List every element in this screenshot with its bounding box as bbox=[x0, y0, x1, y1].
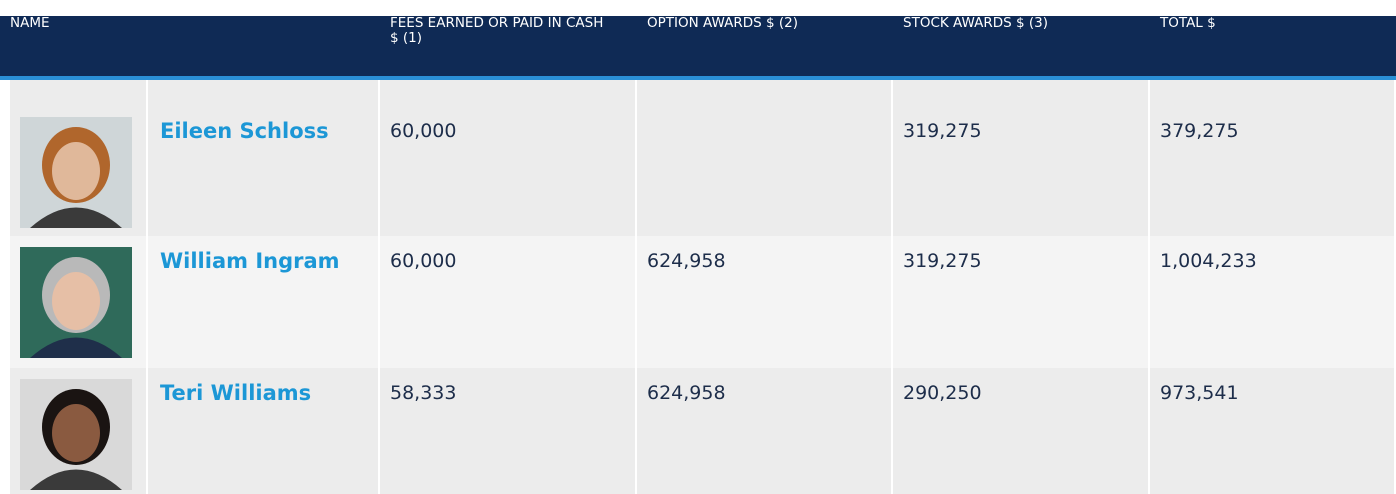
row-cell bbox=[637, 368, 893, 494]
spacer-cell bbox=[1150, 80, 1396, 106]
photo bbox=[20, 247, 132, 358]
spacer-cell bbox=[10, 80, 148, 106]
header-cell: STOCK AWARDS $ (3) bbox=[903, 15, 1048, 31]
row-cell bbox=[893, 368, 1150, 494]
spacer-cell bbox=[893, 80, 1150, 106]
header-rule bbox=[0, 76, 1396, 80]
amount: 60,000 bbox=[390, 250, 457, 272]
spacer-cell bbox=[637, 80, 893, 106]
portrait bbox=[30, 127, 122, 228]
row-cell bbox=[1150, 236, 1396, 368]
amount: 58,333 bbox=[390, 382, 457, 404]
portrait bbox=[30, 389, 122, 490]
row-cell bbox=[380, 106, 637, 236]
header-cell: FEES EARNED OR PAID IN CASH $ (1) bbox=[390, 15, 604, 46]
director-name: Teri Williams bbox=[160, 381, 312, 405]
amount: 60,000 bbox=[390, 120, 457, 142]
row-cell bbox=[380, 236, 637, 368]
row-cell bbox=[1150, 106, 1396, 236]
header-bar bbox=[0, 16, 1396, 76]
row-cell bbox=[148, 368, 380, 494]
row-cell bbox=[380, 368, 637, 494]
header-cell: TOTAL $ bbox=[1160, 15, 1216, 31]
spacer-cell bbox=[148, 80, 380, 106]
row-cell bbox=[148, 236, 380, 368]
header-cell: NAME bbox=[10, 15, 50, 31]
header-cell: OPTION AWARDS $ (2) bbox=[647, 15, 798, 31]
amount: 319,275 bbox=[903, 120, 982, 142]
amount: 624,958 bbox=[647, 250, 726, 272]
amount: 379,275 bbox=[1160, 120, 1239, 142]
amount: 290,250 bbox=[903, 382, 982, 404]
amount: 1,004,233 bbox=[1160, 250, 1257, 272]
spacer-cell bbox=[380, 80, 637, 106]
row-cell bbox=[637, 236, 893, 368]
row-cell bbox=[1150, 368, 1396, 494]
amount: 973,541 bbox=[1160, 382, 1239, 404]
amount: 319,275 bbox=[903, 250, 982, 272]
amount: 624,958 bbox=[647, 382, 726, 404]
row-cell bbox=[148, 106, 380, 236]
director-name: Eileen Schloss bbox=[160, 119, 329, 143]
director-name: William Ingram bbox=[160, 249, 340, 273]
photo bbox=[20, 117, 132, 228]
row-cell bbox=[893, 236, 1150, 368]
photo bbox=[20, 379, 132, 490]
portrait bbox=[30, 257, 122, 358]
row-cell bbox=[637, 106, 893, 236]
row-cell bbox=[893, 106, 1150, 236]
